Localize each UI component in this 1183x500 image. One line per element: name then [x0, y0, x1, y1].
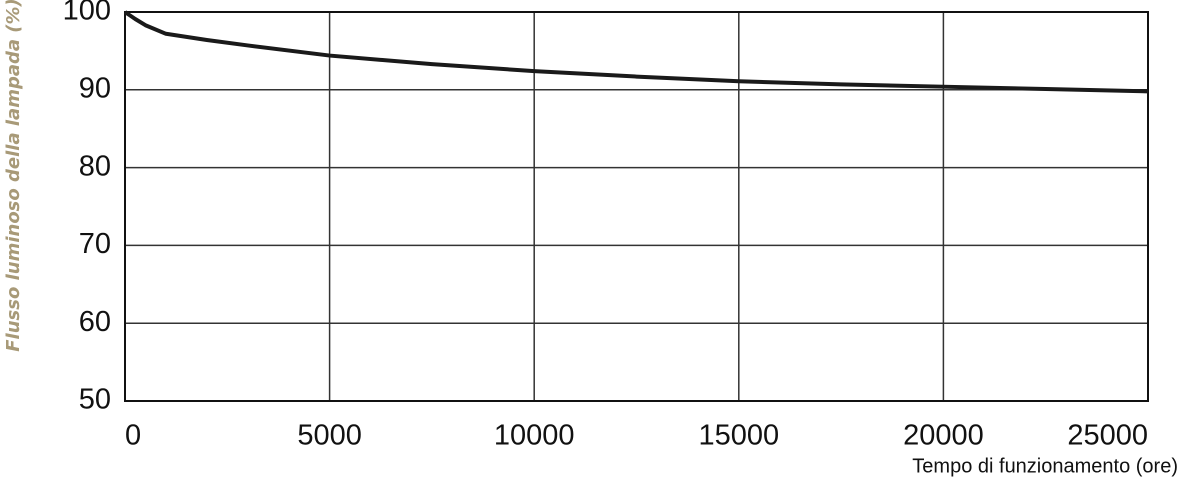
x-tick-label: 5000: [297, 420, 362, 452]
x-tick-label: 0: [125, 420, 141, 452]
x-tick-label: 10000: [494, 420, 575, 452]
y-tick-label: 60: [79, 306, 111, 338]
data-line: [123, 10, 1149, 94]
x-tick-label: 15000: [698, 420, 779, 452]
y-tick-label: 80: [79, 150, 111, 182]
x-tick-label: 20000: [903, 420, 984, 452]
x-axis-label: Tempo di funzionamento (ore): [912, 455, 1178, 477]
y-tick-label: 100: [63, 0, 111, 27]
y-tick-label: 50: [79, 384, 111, 416]
y-axis-label: Flusso luminoso della lampada (%): [3, 0, 24, 352]
x-tick-label: 25000: [1067, 420, 1148, 452]
plot-frame: [124, 11, 1149, 402]
y-tick-label: 90: [79, 72, 111, 104]
y-tick-label: 70: [79, 228, 111, 260]
